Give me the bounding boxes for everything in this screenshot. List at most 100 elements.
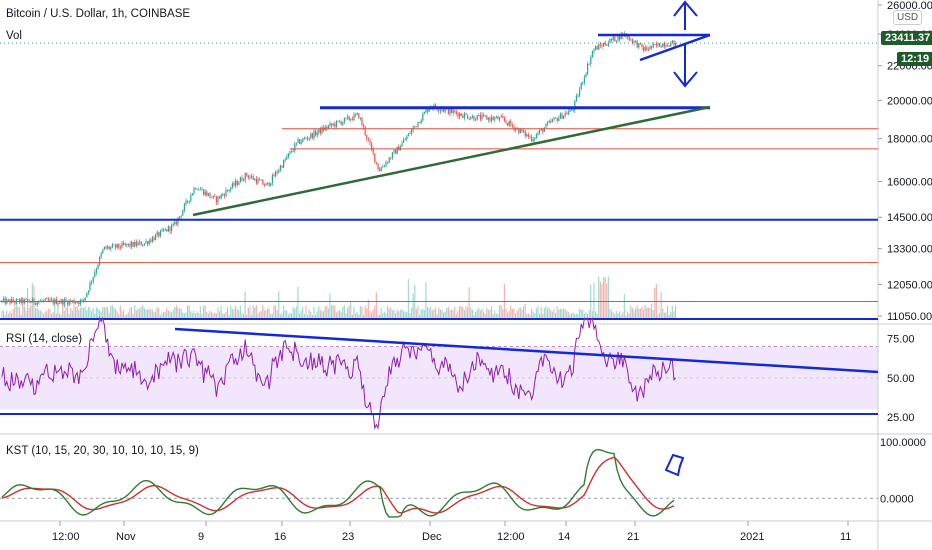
- price-candle-body: [319, 128, 321, 134]
- price-candle-body: [425, 109, 427, 113]
- volume-bar: [235, 305, 237, 318]
- price-candle-body: [99, 256, 101, 265]
- volume-bar: [598, 276, 600, 318]
- price-candle-body: [395, 150, 397, 154]
- volume-bar: [305, 305, 307, 318]
- volume-bar: [455, 313, 457, 318]
- price-candle-body: [553, 117, 555, 120]
- price-candle-body: [259, 179, 261, 181]
- volume-bar: [537, 306, 539, 318]
- volume-bar: [316, 311, 318, 318]
- price-candle-body: [427, 109, 429, 112]
- volume-bar: [252, 305, 254, 318]
- price-candle-body: [487, 117, 489, 120]
- price-candle-body: [79, 300, 81, 304]
- price-candle-body: [494, 117, 496, 120]
- volume-bar: [324, 306, 326, 318]
- volume-bar: [84, 306, 86, 318]
- volume-bar: [27, 287, 29, 318]
- volume-bar: [201, 313, 203, 318]
- volume-bar: [459, 306, 461, 318]
- price-candle-body: [100, 253, 102, 257]
- volume-bar: [244, 291, 246, 318]
- price-candle-body: [254, 178, 256, 180]
- volume-bar: [337, 311, 339, 318]
- volume-bar: [148, 308, 150, 318]
- price-axis-label: 13300.00: [887, 244, 932, 256]
- volume-bar: [390, 307, 392, 318]
- volume-bar: [97, 308, 99, 318]
- price-candle-body: [236, 180, 238, 185]
- price-candle-body: [195, 188, 197, 189]
- volume-bar: [575, 313, 577, 318]
- price-candle-body: [390, 157, 392, 159]
- volume-bar: [375, 292, 377, 318]
- volume-bar: [6, 310, 8, 318]
- currency-badge[interactable]: USD: [893, 10, 923, 25]
- price-candle-body: [374, 153, 376, 163]
- volume-bar: [124, 314, 126, 318]
- volume-bar: [150, 309, 152, 318]
- volume-bar: [449, 310, 451, 318]
- volume-bar: [20, 314, 22, 318]
- volume-bar: [614, 313, 616, 318]
- volume-bar: [454, 307, 456, 318]
- price-candle-body: [116, 243, 118, 248]
- price-candle-body: [644, 47, 646, 51]
- price-candle-body: [380, 167, 382, 172]
- price-candle-body: [268, 182, 270, 186]
- price-candle-body: [479, 115, 481, 120]
- volume-bar: [187, 305, 189, 318]
- price-candle-body: [203, 189, 205, 195]
- price-candle-body: [44, 298, 46, 301]
- rsi-line: [1, 316, 676, 430]
- volume-bar: [460, 306, 462, 318]
- volume-bar: [116, 311, 118, 318]
- price-candle-body: [198, 189, 200, 191]
- volume-bar: [425, 281, 427, 318]
- volume-bar: [307, 314, 309, 318]
- price-candle-body: [36, 302, 38, 305]
- kst-axis-label: 0.0000: [880, 493, 914, 505]
- volume-bar: [585, 312, 587, 318]
- price-candle-body: [582, 82, 584, 84]
- volume-bar: [627, 311, 629, 318]
- price-candle-body: [300, 141, 302, 144]
- price-candle-body: [455, 111, 457, 114]
- volume-bar: [9, 311, 11, 318]
- price-candle-body: [587, 64, 589, 74]
- price-candle-body: [524, 130, 526, 136]
- volume-bar: [243, 313, 245, 318]
- price-candle-body: [598, 44, 600, 50]
- price-candle-body: [351, 119, 353, 121]
- price-candle-body: [206, 191, 208, 196]
- price-candle-body: [497, 116, 499, 120]
- volume-bar: [132, 313, 134, 318]
- volume-bar: [172, 309, 174, 318]
- volume-bar: [65, 307, 67, 318]
- price-candle-body: [465, 113, 467, 116]
- price-candle-body: [579, 89, 581, 96]
- volume-bar: [463, 309, 465, 318]
- price-candle-body: [105, 246, 107, 249]
- price-candle-body: [185, 200, 187, 205]
- price-candle-body: [164, 229, 166, 231]
- price-axis-label: 12050.00: [887, 280, 932, 292]
- volume-bar: [108, 312, 110, 318]
- price-candle-body: [559, 113, 561, 119]
- price-candle-body: [382, 166, 384, 168]
- volume-bar: [331, 305, 333, 318]
- price-candle-body: [401, 142, 403, 147]
- volume-bar: [595, 311, 597, 318]
- volume-bar: [190, 311, 192, 318]
- price-candle-body: [287, 153, 289, 157]
- volume-bar: [76, 306, 78, 318]
- price-candle-body: [183, 204, 185, 211]
- volume-bar: [107, 306, 109, 318]
- volume-bar: [430, 306, 432, 318]
- price-candle-body: [467, 115, 469, 119]
- price-candle-body: [20, 298, 22, 303]
- price-candle-body: [33, 298, 35, 304]
